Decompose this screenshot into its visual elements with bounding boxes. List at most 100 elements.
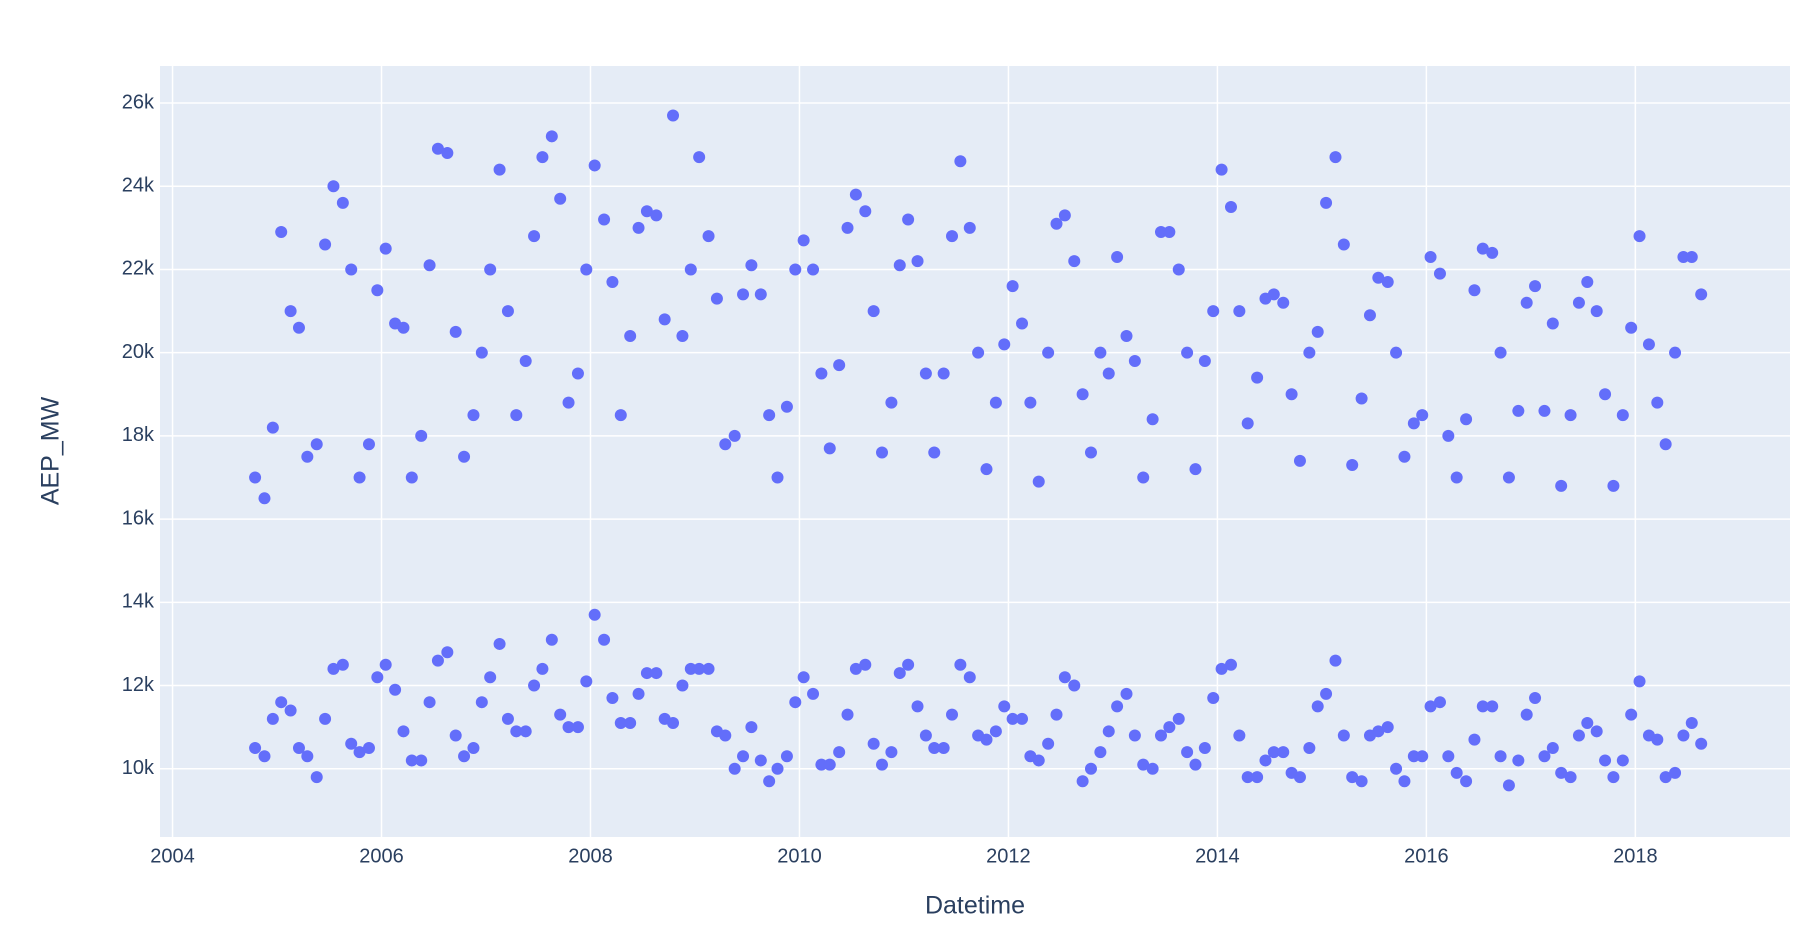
point [431,654,444,667]
point [841,708,854,721]
point [1076,775,1089,788]
point [1416,750,1429,763]
point [833,359,846,372]
point [1581,716,1594,729]
x-tick-label: 2010 [777,845,822,867]
point [937,741,950,754]
point [954,155,967,168]
y-tick-label: 18k [122,424,155,446]
point [249,471,262,484]
point [528,230,541,243]
point [1685,716,1698,729]
point [1111,250,1124,263]
point [1050,217,1063,230]
point [336,196,349,209]
point [258,492,271,505]
point [528,679,541,692]
point [571,721,584,734]
point [1207,305,1220,318]
point [1267,746,1280,759]
point [275,696,288,709]
point [658,313,671,326]
point [1616,409,1629,422]
point [493,637,506,650]
point [1207,692,1220,705]
point [1241,417,1254,430]
point [1564,409,1577,422]
point [1476,700,1489,713]
point [719,729,732,742]
point [624,330,637,343]
point [980,733,993,746]
point [319,238,332,251]
point [519,725,532,738]
point [580,675,593,688]
point [1460,775,1473,788]
point [292,741,305,754]
point [859,205,872,218]
point [606,692,619,705]
point [371,284,384,297]
point [580,263,593,276]
point [902,213,915,226]
point [1398,450,1411,463]
point [1137,471,1150,484]
point [1355,775,1368,788]
point [789,263,802,276]
point [1172,712,1185,725]
point [1398,775,1411,788]
point [510,725,523,738]
point [1659,438,1672,451]
point [1181,346,1194,359]
point [893,259,906,272]
point [911,255,924,268]
point [588,159,601,172]
point [867,737,880,750]
point [1625,321,1638,334]
point [1233,729,1246,742]
point [1329,654,1342,667]
point [1042,346,1055,359]
point [1476,242,1489,255]
point [1642,338,1655,351]
point [1512,404,1525,417]
point [1120,687,1133,700]
point [676,330,689,343]
point [849,662,862,675]
point [1486,700,1499,713]
y-tick-label: 20k [122,341,155,363]
point [275,226,288,239]
point [780,400,793,413]
point [588,608,601,621]
point [345,737,358,750]
y-axis-title: AEP_MW [37,396,65,505]
point [1494,750,1507,763]
point [1433,267,1446,280]
point [458,750,471,763]
point [849,188,862,201]
point [1651,733,1664,746]
point [423,259,436,272]
point [1120,330,1133,343]
point [353,471,366,484]
point [719,438,732,451]
point [266,421,279,434]
point [807,263,820,276]
point [1311,325,1324,338]
point [937,367,950,380]
point [606,275,619,288]
point [1494,346,1507,359]
point [1695,288,1708,301]
point [449,325,462,338]
point [998,338,1011,351]
point [1590,305,1603,318]
point [885,396,898,409]
point [501,712,514,725]
point [1337,238,1350,251]
point [650,209,663,222]
point [1669,346,1682,359]
point [1311,700,1324,713]
point [702,230,715,243]
point [737,750,750,763]
